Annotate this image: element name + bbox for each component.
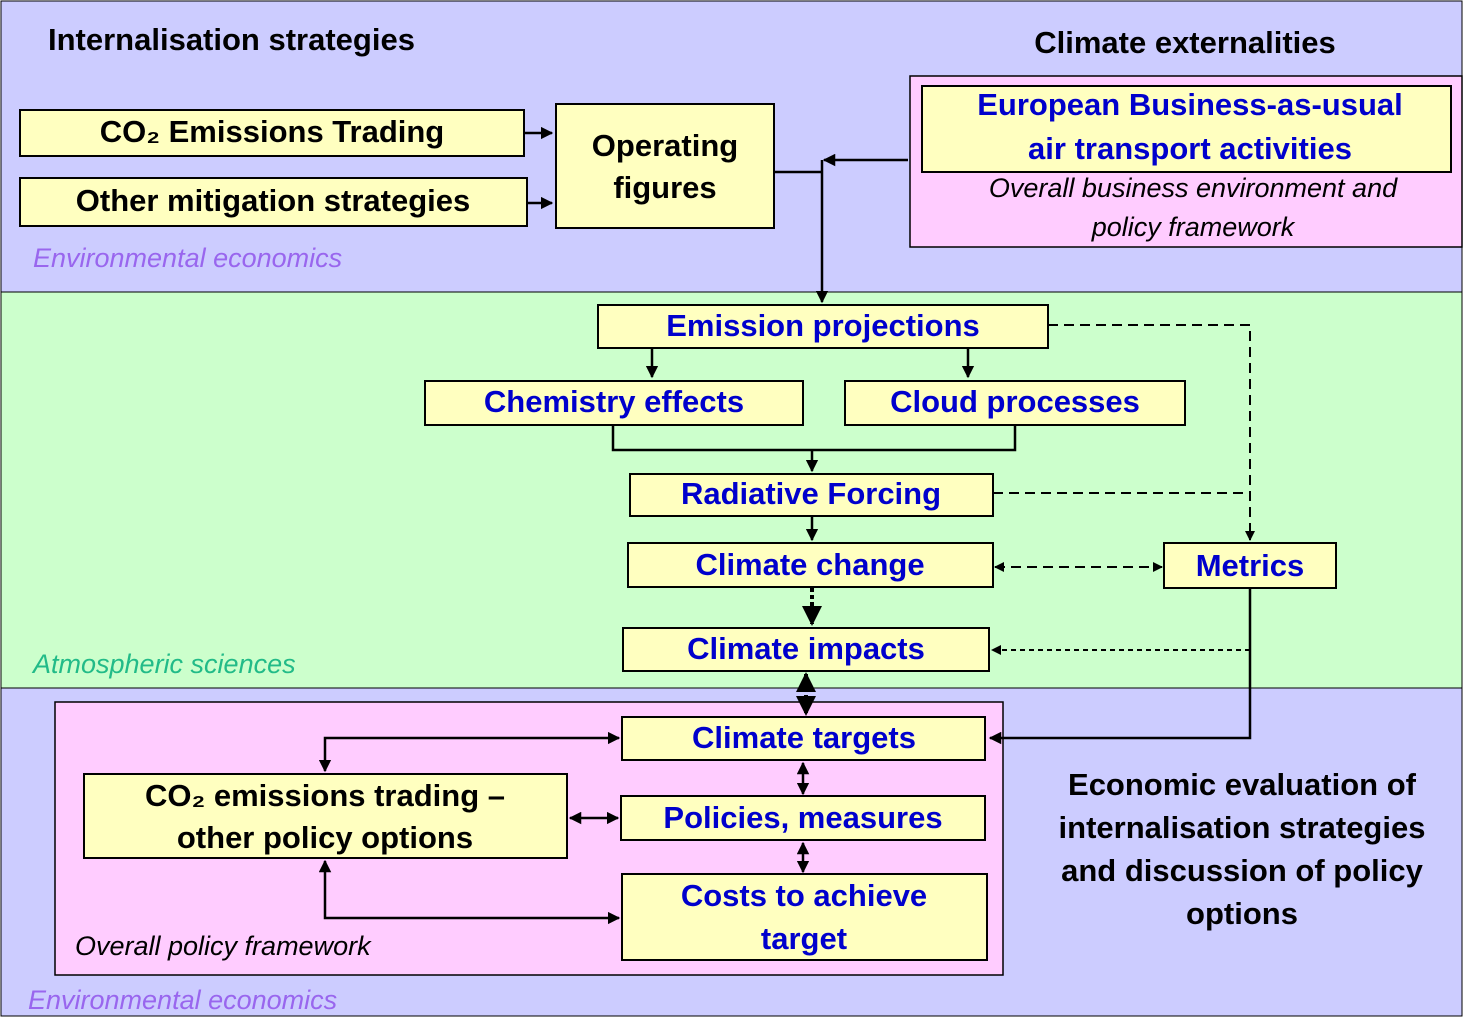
node-box [627,542,994,588]
node-label: Climate targets [692,720,916,755]
evaluation-text: and discussion of policy [1061,853,1423,888]
node-label: Radiative Forcing [681,476,941,511]
node-box [844,380,1186,426]
section-label: Environmental economics [28,985,337,1015]
evaluation-text: internalisation strategies [1059,810,1426,845]
node-label: Climate change [695,547,924,582]
node-box [621,716,986,761]
node-box [19,177,528,227]
node-label: Operating [592,128,738,163]
context-text: policy framework [1091,212,1296,242]
node-label: Chemistry effects [484,384,744,419]
node-box [620,795,986,841]
heading: Internalisation strategies [48,22,415,57]
evaluation-text: Economic evaluation of [1068,767,1417,802]
node-box [83,773,568,859]
node-label: CO₂ Emissions Trading [100,114,445,149]
node-box [921,85,1452,173]
section-label: Atmospheric sciences [31,649,296,679]
node-box [19,109,525,157]
context-text: Overall policy framework [75,931,372,961]
node-label: Climate impacts [687,631,925,666]
node-label: air transport activities [1028,131,1352,166]
connectors [318,126,1255,925]
node-box [424,380,804,426]
node-box [597,304,1049,349]
node-label: figures [613,170,716,205]
node-label: CO₂ emissions trading – [145,778,505,813]
node-box [621,873,988,961]
node-label: Costs to achieve [681,878,927,913]
node-label: Other mitigation strategies [76,183,470,218]
node-label: target [761,921,847,956]
node-label: Cloud processes [890,384,1140,419]
node-box [629,473,994,517]
node-label: other policy options [177,820,473,855]
context-text: Overall business environment and [989,173,1398,203]
node-box [622,627,990,672]
evaluation-text: options [1186,896,1298,931]
node-label: Policies, measures [663,800,942,835]
node-label: Metrics [1196,548,1305,583]
node-label: European Business-as-usual [977,87,1403,122]
node-box [555,103,775,229]
section-label: Environmental economics [33,243,342,273]
node-label: Emission projections [666,308,980,343]
heading: Climate externalities [1034,25,1336,60]
node-box [1163,542,1337,589]
